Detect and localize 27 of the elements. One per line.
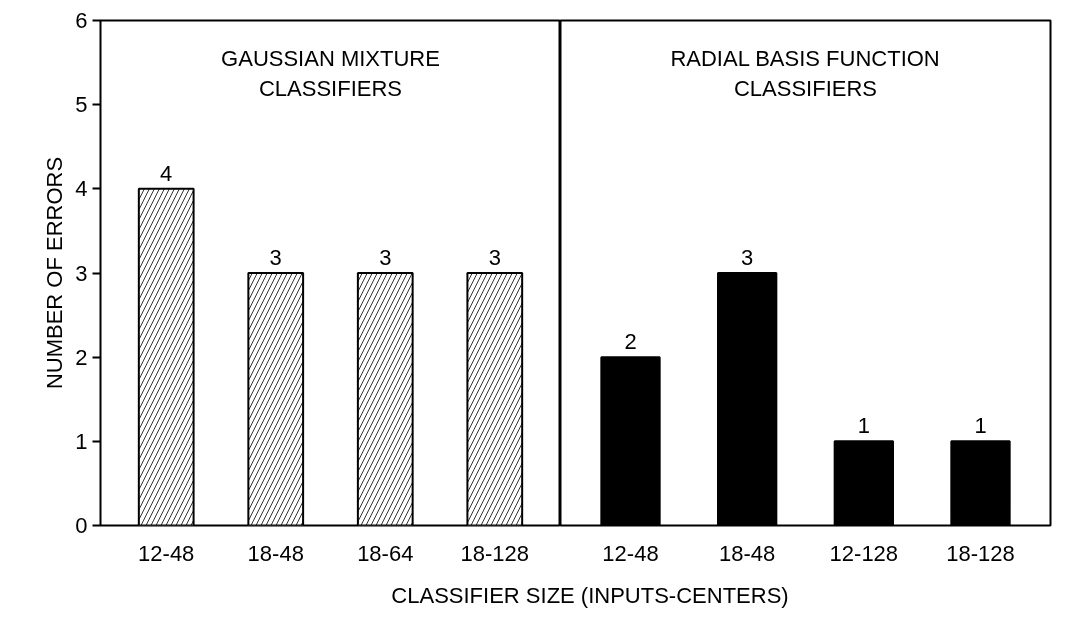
annotation: RADIAL BASIS FUNCTION CLASSIFIERS: [670, 45, 940, 101]
x-tick-label: 18-48: [247, 540, 304, 566]
data-label: 2: [624, 329, 637, 355]
x-axis-title: CLASSIFIER SIZE (INPUTS-CENTERS): [391, 582, 789, 610]
y-tick-label: 2: [75, 344, 88, 370]
data-label: 3: [379, 245, 392, 270]
x-tick-label: 12-128: [829, 540, 899, 566]
x-tick-label: 18-128: [460, 540, 530, 566]
x-tick-label: 18-64: [357, 540, 414, 566]
x-tick-label: 18-128: [946, 540, 1015, 566]
y-axis-title: NUMBER OF ERRORS: [42, 156, 68, 390]
data-label: 3: [269, 245, 282, 270]
y-tick-label: 3: [75, 260, 88, 286]
data-label: 1: [974, 413, 987, 439]
x-tick-label: 12-48: [138, 540, 195, 566]
y-tick-label: 4: [75, 176, 88, 202]
y-tick-label: 6: [75, 8, 88, 33]
x-tick-label: 12-48: [602, 540, 659, 566]
data-label: 4: [160, 160, 173, 186]
y-tick-label: 1: [75, 428, 88, 454]
data-label: 3: [488, 245, 501, 270]
x-tick-label: 18-48: [719, 540, 776, 566]
data-label: 3: [741, 245, 754, 270]
annotation: GAUSSIAN MIXTURE CLASSIFIERS: [221, 45, 440, 101]
data-label: 1: [857, 413, 870, 439]
y-tick-label: 5: [75, 92, 88, 118]
y-tick-label: 0: [75, 513, 88, 538]
